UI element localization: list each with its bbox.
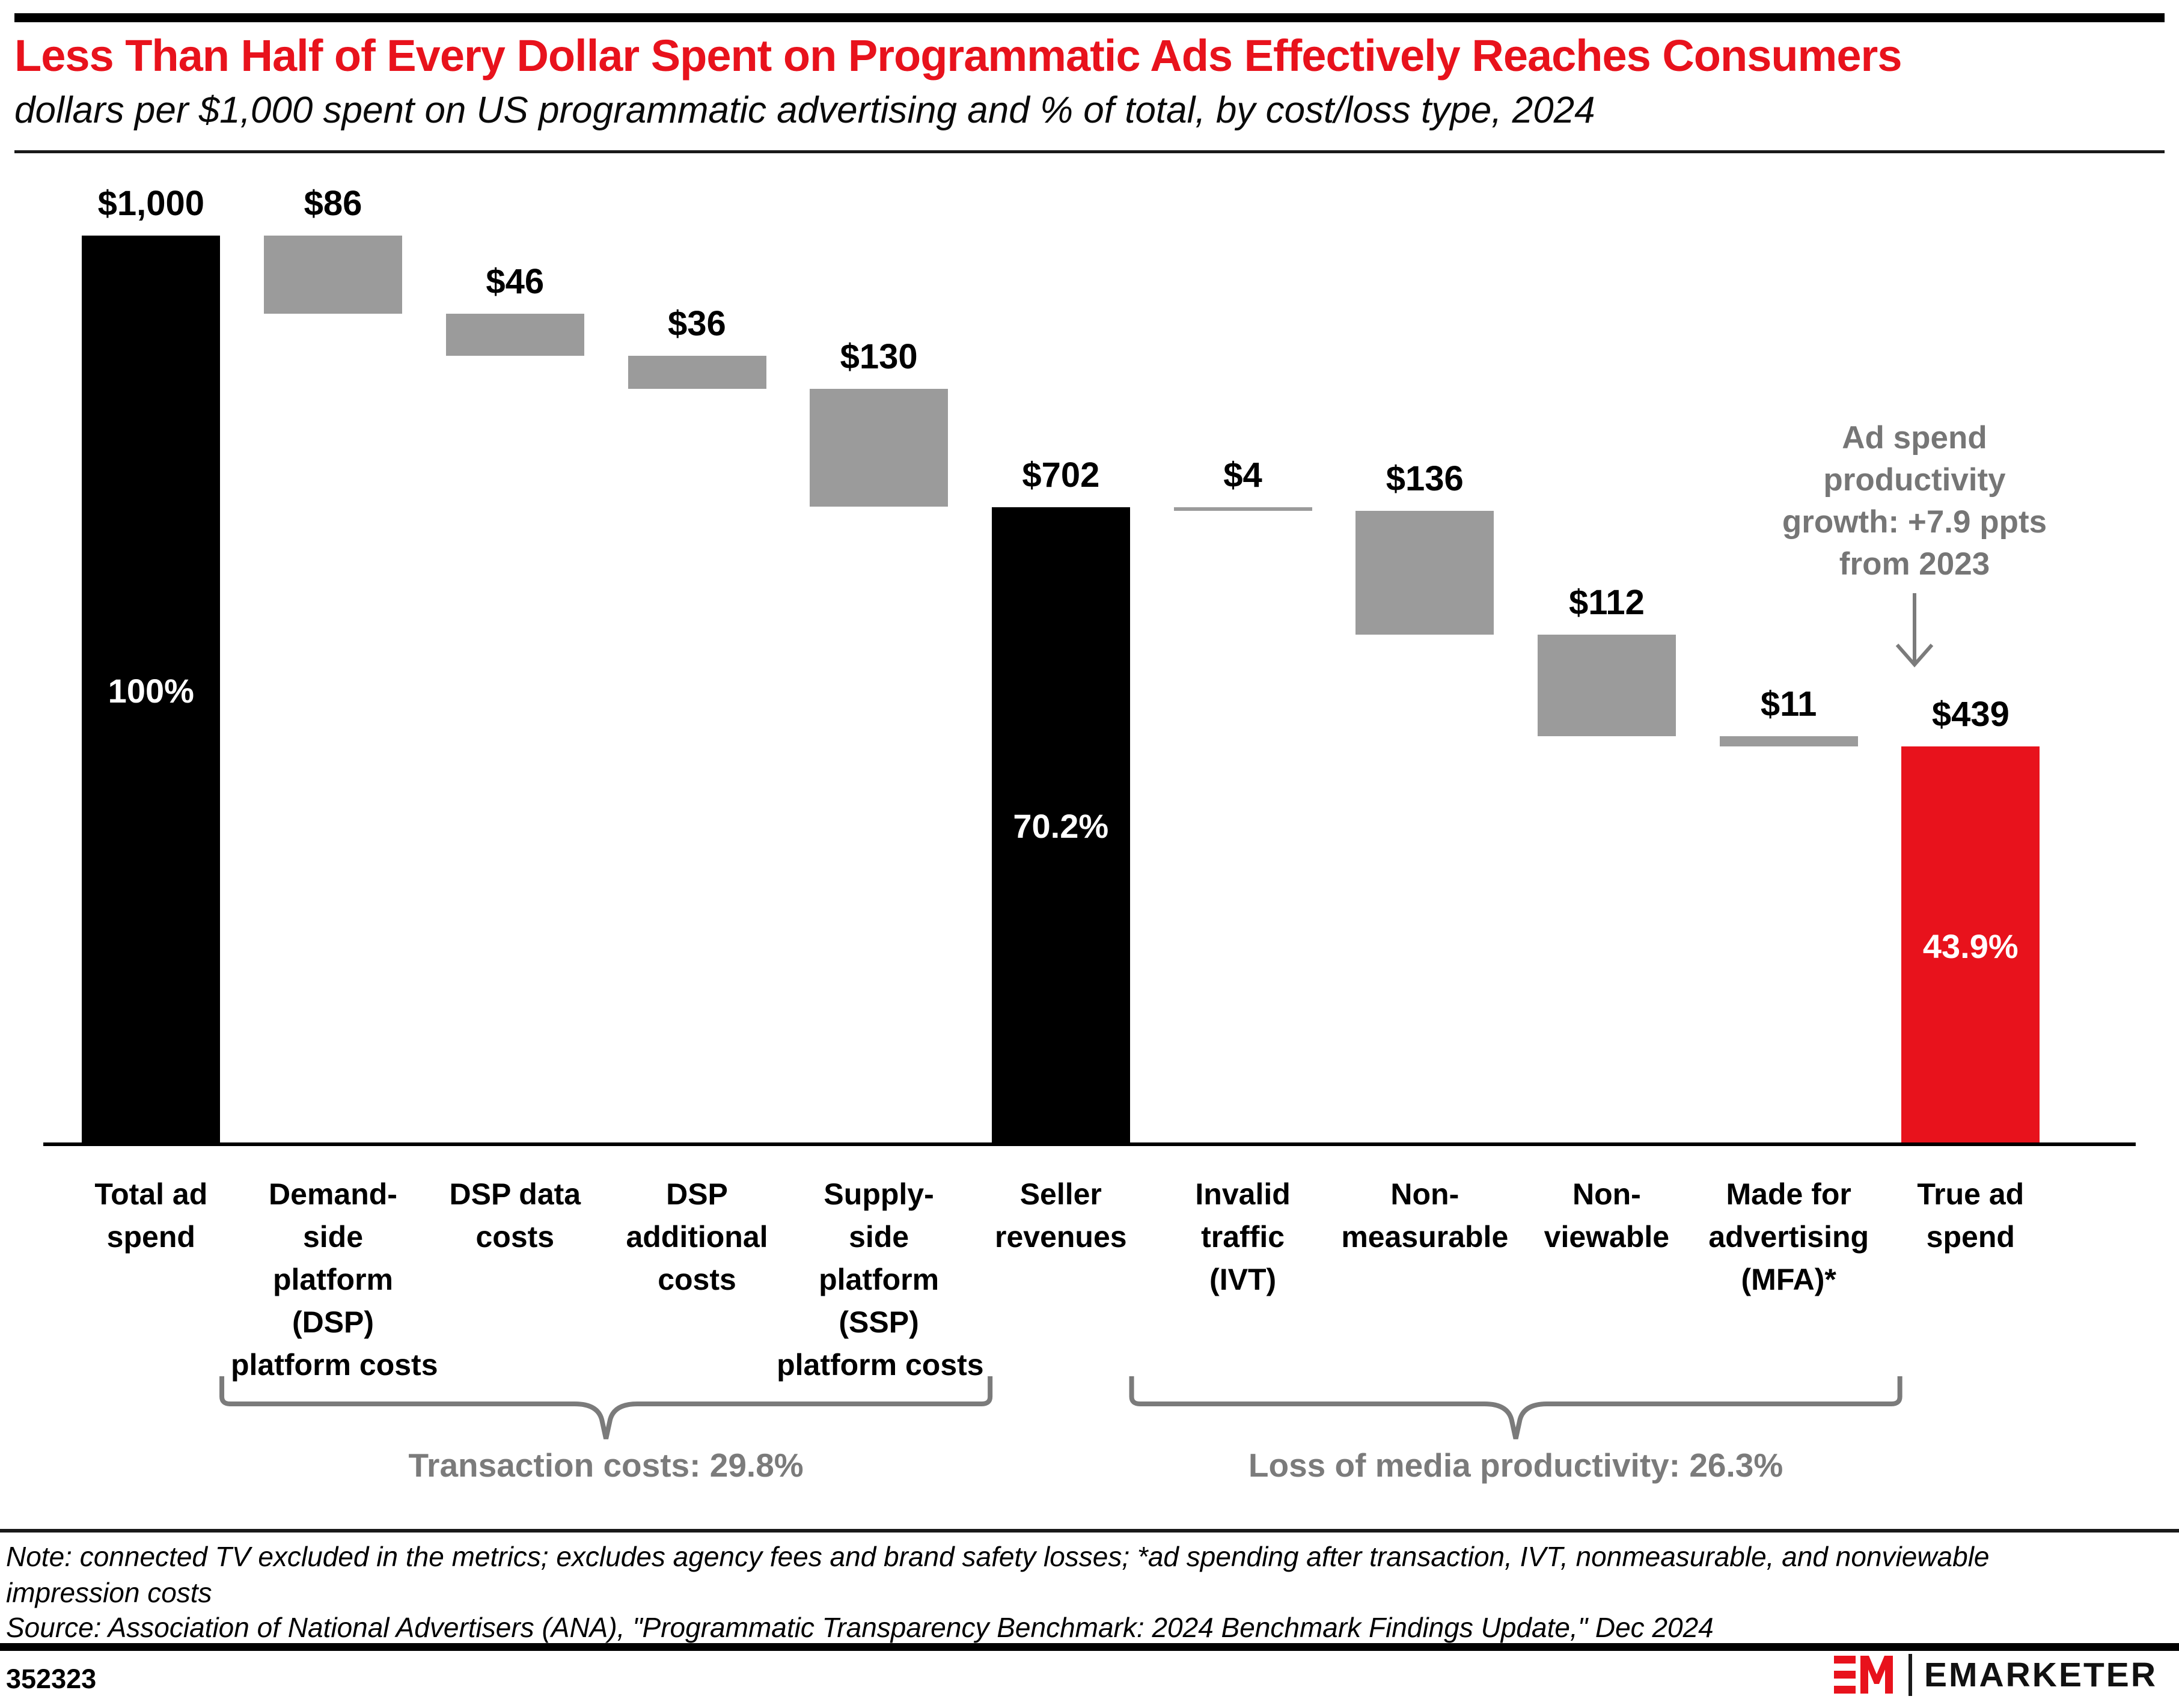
x-axis-label-line: side bbox=[302, 1220, 364, 1254]
brand-name: EMARKETER bbox=[1924, 1656, 2157, 1694]
x-axis-label-line: viewable bbox=[1544, 1220, 1670, 1254]
bar-value-label-made-for-advertising-mfa: $11 bbox=[1760, 685, 1817, 724]
em-logo-icon bbox=[1833, 1656, 1893, 1694]
bar-value-label-seller-revenues: $702 bbox=[1022, 455, 1100, 495]
x-axis-label-true-ad-spend: True ad spend bbox=[1868, 1173, 2073, 1258]
bar-total-ad-spend bbox=[82, 236, 221, 1146]
x-axis-label-line: (IVT) bbox=[1209, 1263, 1277, 1296]
bar-made-for-advertising-mfa bbox=[1719, 736, 1858, 746]
x-axis-label-line: platform bbox=[273, 1263, 393, 1296]
x-axis-label-dsp-additional-costs: DSP additional costs bbox=[595, 1173, 799, 1301]
bar-pct-label-seller-revenues: 70.2% bbox=[1013, 807, 1109, 846]
arrow-down-icon bbox=[1895, 593, 1934, 668]
note-text: Note: connected TV excluded in the metri… bbox=[6, 1539, 2170, 1611]
bar-value-label-non-measurable: $136 bbox=[1386, 459, 1464, 498]
bar-value-label-dsp-additional-costs: $36 bbox=[668, 304, 726, 343]
bar-invalid-traffic-ivt bbox=[1173, 507, 1312, 511]
x-axis-label-line: revenues bbox=[995, 1220, 1127, 1254]
annotation-line: Ad spend bbox=[1842, 420, 1987, 456]
bar-value-label-dsp-data-costs: $46 bbox=[486, 262, 545, 302]
bracket-label-transaction-costs-29-8: Transaction costs: 29.8% bbox=[408, 1447, 804, 1484]
x-axis-label-line: (SSP) bbox=[839, 1305, 919, 1339]
page-title: Less Than Half of Every Dollar Spent on … bbox=[14, 31, 1902, 81]
annotation-line: growth: +7.9 ppts bbox=[1782, 504, 2047, 540]
bar-demand-side-platform-dsp-platform-costs bbox=[264, 236, 402, 314]
bar-seller-revenues bbox=[991, 507, 1130, 1146]
note-line: impression costs bbox=[6, 1577, 212, 1608]
x-axis-label-dsp-data-costs: DSP data costs bbox=[413, 1173, 617, 1258]
x-axis-label-line: platform bbox=[819, 1263, 940, 1296]
x-axis-label-line: platform costs bbox=[231, 1348, 438, 1382]
x-axis-label-line: Non- bbox=[1572, 1177, 1641, 1211]
x-axis-label-line: Non- bbox=[1390, 1177, 1459, 1211]
x-axis-label-line: Demand- bbox=[269, 1177, 397, 1211]
bar-value-label-invalid-traffic-ivt: $4 bbox=[1223, 455, 1262, 495]
chart-id: 352323 bbox=[6, 1664, 97, 1694]
x-axis-label-total-ad-spend: Total ad spend bbox=[49, 1173, 253, 1258]
x-axis-label-line: Made for bbox=[1726, 1177, 1851, 1211]
x-axis-label-line: platform costs bbox=[777, 1348, 984, 1382]
bar-true-ad-spend bbox=[1901, 746, 2040, 1146]
x-axis-label-line: True ad bbox=[1917, 1177, 2025, 1211]
footnote-divider bbox=[0, 1529, 2179, 1533]
x-axis-label-line: Invalid bbox=[1195, 1177, 1291, 1211]
bar-value-label-supply-side-platform-ssp-platform-costs: $130 bbox=[840, 337, 918, 376]
page-subtitle: dollars per $1,000 spent on US programma… bbox=[14, 90, 1595, 131]
note-line: Note: connected TV excluded in the metri… bbox=[6, 1541, 1990, 1572]
bar-dsp-data-costs bbox=[445, 314, 584, 356]
brand-logo: EMARKETER bbox=[1833, 1654, 2157, 1696]
x-axis-label-line: (MFA)* bbox=[1741, 1263, 1836, 1296]
bar-value-label-demand-side-platform-dsp-platform-costs: $86 bbox=[304, 184, 362, 223]
x-axis-label-line: side bbox=[849, 1220, 909, 1254]
top-rule bbox=[14, 13, 2165, 22]
x-axis-label-demand-side-platform-dsp-platform-costs: Demand-side platform (DSP) platform costs bbox=[231, 1173, 438, 1386]
x-axis-label-supply-side-platform-ssp-platform-costs: Supply-side platform (SSP) platform costs bbox=[777, 1173, 984, 1386]
x-axis-label-line: additional bbox=[626, 1220, 768, 1254]
bar-dsp-additional-costs bbox=[628, 356, 766, 389]
header-divider bbox=[14, 150, 2165, 153]
x-axis-label-line: costs bbox=[475, 1220, 555, 1254]
x-axis-line bbox=[43, 1142, 2136, 1146]
bracket-transaction-costs-29-8 bbox=[219, 1376, 993, 1439]
bar-supply-side-platform-ssp-platform-costs bbox=[810, 388, 949, 507]
source-text: Source: Association of National Advertis… bbox=[6, 1612, 1714, 1643]
x-axis-label-line: Seller bbox=[1019, 1177, 1102, 1211]
x-axis-label-non-measurable: Non-measurable bbox=[1322, 1173, 1527, 1258]
bar-non-measurable bbox=[1355, 510, 1494, 635]
bracket-loss-of-media-productivity-26-3 bbox=[1129, 1376, 1902, 1439]
bracket-label-loss-of-media-productivity-26-3: Loss of media productivity: 26.3% bbox=[1248, 1447, 1783, 1484]
logo-divider bbox=[1908, 1654, 1912, 1696]
bar-value-label-total-ad-spend: $1,000 bbox=[97, 184, 205, 223]
x-axis-label-line: DSP data bbox=[449, 1177, 581, 1211]
bar-value-label-true-ad-spend: $439 bbox=[1931, 694, 2009, 734]
x-axis-label-line: traffic bbox=[1201, 1220, 1285, 1254]
x-axis-label-line: measurable bbox=[1341, 1220, 1509, 1254]
bar-pct-label-true-ad-spend: 43.9% bbox=[1922, 927, 2019, 965]
x-axis-label-line: DSP bbox=[666, 1177, 728, 1211]
annotation-line: productivity bbox=[1823, 462, 2006, 498]
bar-pct-label-total-ad-spend: 100% bbox=[108, 671, 194, 710]
x-axis-label-line: costs bbox=[658, 1263, 736, 1296]
x-axis-label-non-viewable: Non-viewable bbox=[1505, 1173, 1709, 1258]
bar-non-viewable bbox=[1537, 634, 1676, 737]
x-axis-label-line: Total ad bbox=[94, 1177, 208, 1211]
footer-rule bbox=[0, 1643, 2179, 1651]
bar-value-label-non-viewable: $112 bbox=[1569, 582, 1645, 622]
annotation-line: from 2023 bbox=[1839, 546, 1990, 582]
x-axis-label-invalid-traffic-ivt: Invalid traffic (IVT) bbox=[1141, 1173, 1345, 1301]
x-axis-label-line: spend bbox=[1926, 1220, 2015, 1254]
x-axis-label-line: advertising bbox=[1708, 1220, 1869, 1254]
x-axis-label-line: Supply- bbox=[824, 1177, 934, 1211]
annotation-ad-spend-productivity: Ad spend productivity growth: +7.9 ppts … bbox=[1731, 417, 2098, 585]
x-axis-label-line: spend bbox=[106, 1220, 195, 1254]
x-axis-label-line: (DSP) bbox=[292, 1305, 374, 1339]
x-axis-label-made-for-advertising-mfa: Made for advertising (MFA)* bbox=[1687, 1173, 1891, 1301]
x-axis-label-seller-revenues: Seller revenues bbox=[959, 1173, 1163, 1258]
